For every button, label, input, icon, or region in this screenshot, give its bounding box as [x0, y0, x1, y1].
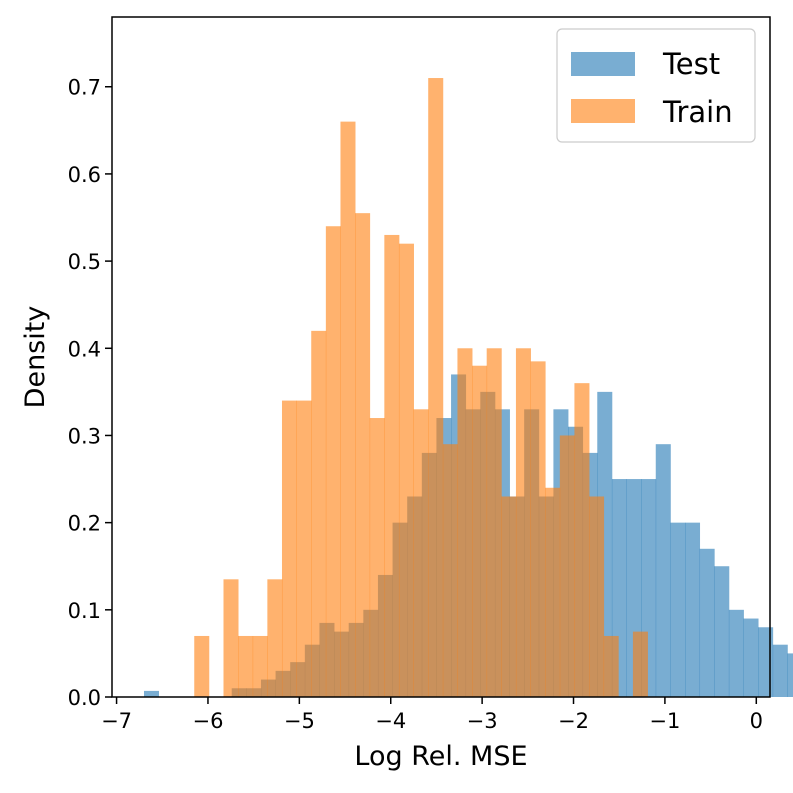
train-bar — [311, 330, 327, 697]
y-tick-label: 0.1 — [68, 599, 101, 623]
train-bar — [442, 444, 458, 697]
train-bar — [296, 400, 312, 697]
plot-frame — [111, 16, 771, 698]
test-bar — [787, 653, 793, 697]
y-tick-label: 0.3 — [68, 424, 101, 448]
legend-swatch-test — [571, 52, 635, 76]
y-tick-label: 0.0 — [68, 686, 101, 710]
train-bar — [252, 635, 268, 697]
train-bar — [574, 383, 590, 697]
test-bar — [143, 690, 160, 697]
y-tick-label: 0.7 — [68, 76, 101, 100]
train-bar — [384, 234, 400, 697]
train-bar — [398, 243, 414, 698]
x-tick-label: −6 — [192, 709, 223, 733]
legend-swatch-train — [571, 99, 635, 123]
x-tick-label: −2 — [558, 709, 589, 733]
train-bar — [486, 348, 502, 697]
train-bar — [223, 579, 239, 697]
train-bar — [472, 365, 488, 697]
test-bar — [728, 609, 744, 697]
test-bar — [714, 566, 730, 697]
train-bar — [267, 579, 283, 697]
train-bar — [559, 435, 575, 697]
x-tick-label: 0 — [750, 709, 763, 733]
y-axis-label: Density — [20, 306, 51, 409]
y-tick-label: 0.5 — [68, 250, 101, 274]
test-bar — [655, 444, 671, 697]
train-bar — [355, 213, 371, 697]
legend-label-test: Test — [662, 47, 720, 81]
train-bar — [281, 400, 297, 697]
train-bar — [238, 635, 254, 697]
train-bar — [632, 631, 648, 697]
x-axis-label: Log Rel. MSE — [354, 741, 527, 772]
y-tick-label: 0.2 — [68, 512, 101, 536]
y-axis-ticks: 0.0 0.1 0.2 0.3 0.4 0.5 0.6 0.7 — [68, 76, 112, 710]
test-bar — [685, 522, 701, 697]
y-tick-label: 0.4 — [68, 337, 101, 361]
train-bar — [515, 348, 531, 697]
test-bar — [670, 522, 686, 697]
x-tick-label: −3 — [467, 709, 498, 733]
legend: Test Train — [556, 28, 756, 143]
train-bar — [194, 635, 210, 697]
train-bar — [530, 361, 546, 697]
train-bar — [369, 418, 385, 697]
train-bar — [340, 121, 356, 698]
legend-label-train: Train — [662, 95, 733, 129]
test-bar — [743, 618, 759, 697]
train-bar — [501, 496, 517, 697]
train-bar — [545, 487, 561, 697]
train-bar — [457, 348, 473, 697]
train-bar — [325, 226, 341, 698]
test-bar — [772, 644, 788, 697]
x-axis-ticks: −7 −6 −5 −4 −3 −2 −1 0 — [101, 697, 763, 733]
x-tick-label: −1 — [649, 709, 680, 733]
x-tick-label: −7 — [101, 709, 132, 733]
x-tick-label: −5 — [284, 709, 315, 733]
train-bar — [589, 496, 605, 697]
train-bar — [413, 409, 429, 697]
test-bar — [758, 627, 774, 697]
train-bar — [603, 635, 619, 697]
train-series-bars — [194, 78, 648, 698]
test-bar — [699, 548, 715, 697]
train-bar — [428, 78, 444, 697]
x-tick-label: −4 — [375, 709, 406, 733]
y-tick-label: 0.6 — [68, 163, 101, 187]
